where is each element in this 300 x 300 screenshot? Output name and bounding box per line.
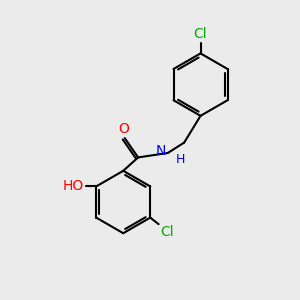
Text: H: H — [175, 153, 184, 166]
Text: O: O — [118, 122, 129, 136]
Text: N: N — [156, 145, 166, 158]
Text: HO: HO — [62, 179, 84, 193]
Text: Cl: Cl — [194, 27, 207, 41]
Text: Cl: Cl — [160, 225, 173, 239]
